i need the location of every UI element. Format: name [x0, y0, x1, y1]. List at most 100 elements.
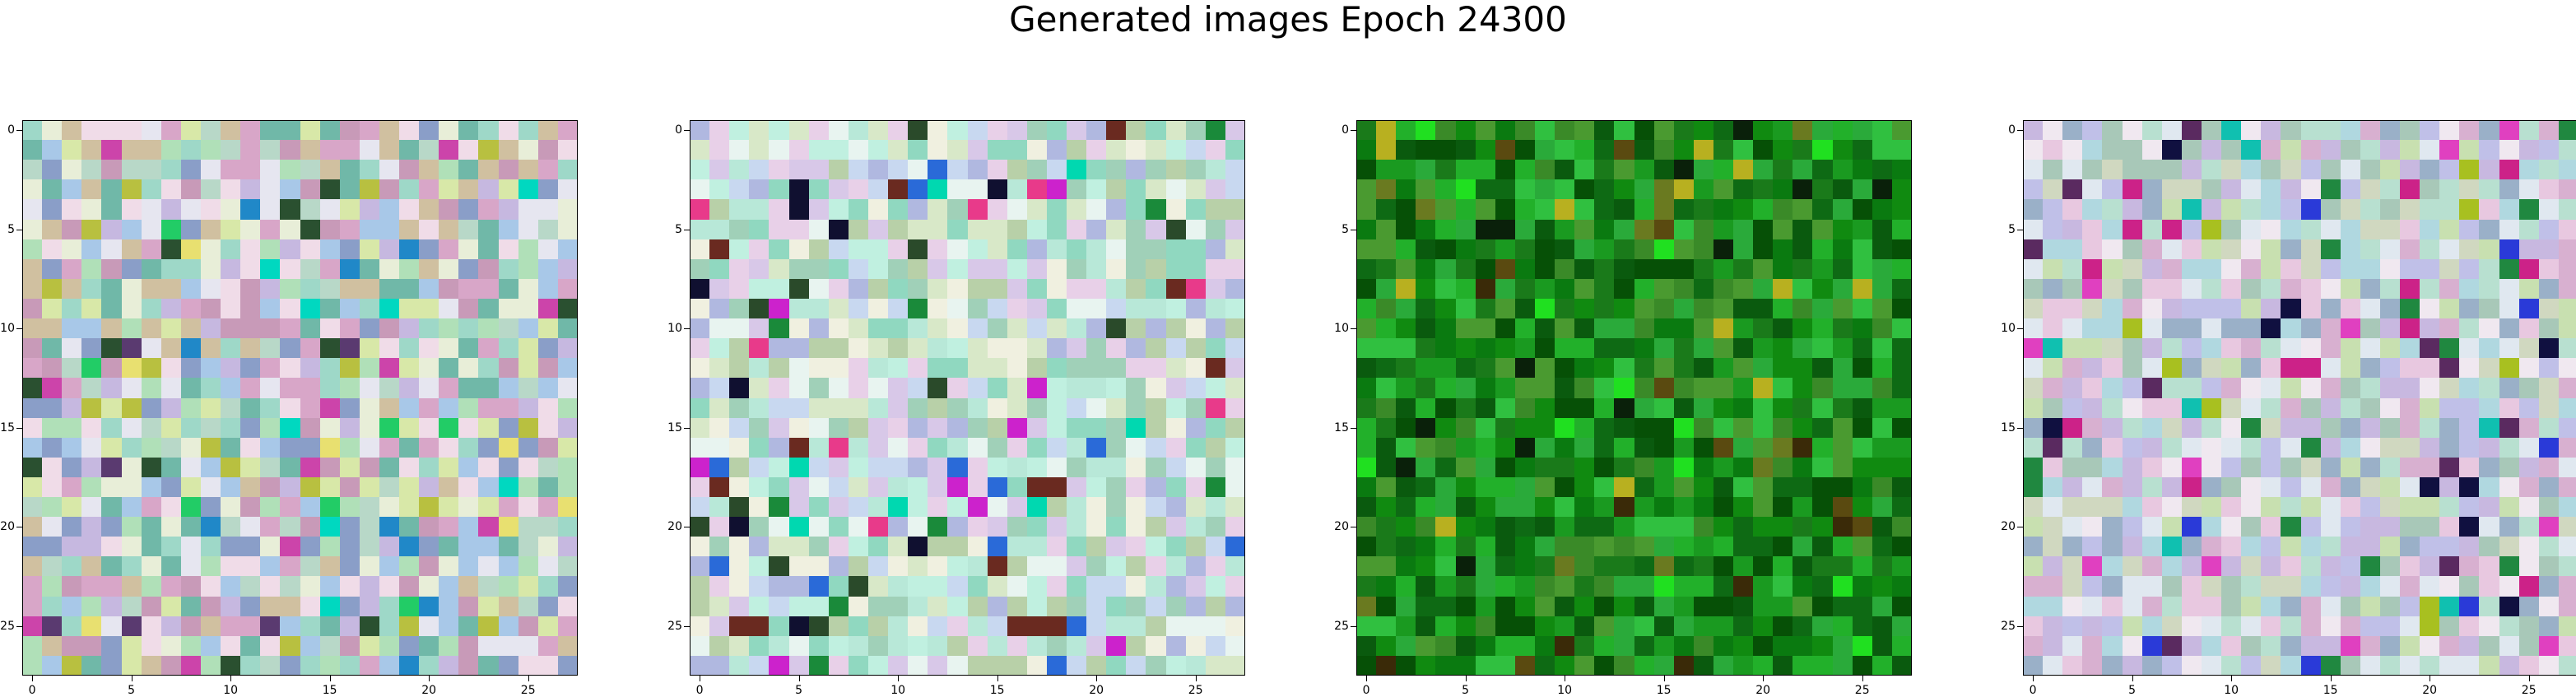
pixel-cell	[1812, 556, 1833, 577]
pixel-cell	[62, 160, 82, 180]
pixel-cell	[2518, 378, 2539, 398]
pixel-cell	[729, 318, 750, 339]
pixel-cell	[928, 655, 948, 676]
pixel-cell	[867, 120, 889, 141]
pixel-cell	[121, 616, 142, 636]
pixel-cell	[1653, 576, 1674, 597]
pixel-cell	[2558, 298, 2576, 319]
pixel-cell	[867, 517, 889, 537]
pixel-cell	[690, 556, 710, 577]
pixel-cell	[2122, 576, 2142, 597]
pixel-cell	[2221, 338, 2242, 359]
pixel-cell	[2558, 140, 2576, 160]
pixel-cell	[848, 239, 868, 259]
pixel-cell	[1534, 278, 1555, 299]
pixel-cell	[1475, 179, 1495, 200]
pixel-cell	[319, 635, 340, 656]
pixel-cell	[458, 160, 479, 180]
pixel-cell	[557, 616, 578, 636]
pixel-cell	[2400, 160, 2420, 180]
pixel-cell	[1086, 537, 1107, 557]
pixel-cell	[2161, 457, 2182, 477]
pixel-cell	[1891, 298, 1912, 319]
pixel-cell	[1634, 199, 1654, 220]
pixel-cell	[2379, 517, 2401, 537]
pixel-cell	[1067, 397, 1087, 418]
pixel-cell	[788, 596, 809, 616]
pixel-cell	[1376, 616, 1397, 636]
pixel-cell	[221, 120, 241, 141]
pixel-cell	[180, 457, 201, 477]
pixel-cell	[2221, 417, 2242, 438]
pixel-cell	[1067, 556, 1087, 577]
pixel-cell	[1007, 596, 1027, 616]
pixel-cell	[200, 278, 221, 299]
pixel-cell	[2141, 278, 2162, 299]
pixel-cell	[1185, 517, 1206, 537]
pixel-cell	[828, 140, 849, 160]
pixel-cell	[280, 298, 300, 319]
pixel-cell	[537, 556, 558, 577]
pixel-cell	[518, 278, 538, 299]
pixel-cell	[828, 239, 849, 259]
pixel-cell	[1812, 497, 1833, 518]
pixel-cell	[908, 596, 928, 616]
pixel-cell	[1086, 497, 1107, 518]
x-tick-label: 10	[890, 684, 906, 697]
pixel-cell	[1891, 278, 1912, 299]
pixel-cell	[1634, 397, 1654, 418]
pixel-cell	[2023, 258, 2044, 279]
pixel-cell	[22, 537, 43, 557]
pixel-cell	[2538, 497, 2559, 518]
pixel-cell	[1435, 596, 1456, 616]
pixel-cell	[2062, 120, 2083, 141]
pixel-cell	[1555, 120, 1575, 141]
pixel-cell	[808, 497, 829, 518]
pixel-cell	[2518, 457, 2539, 477]
pixel-cell	[1555, 596, 1575, 616]
pixel-cell	[1673, 457, 1694, 477]
pixel-cell	[2479, 497, 2499, 518]
pixel-cell	[1356, 258, 1377, 279]
pixel-cell	[2499, 179, 2519, 200]
pixel-cell	[2043, 635, 2063, 656]
pixel-cell	[2122, 140, 2142, 160]
pixel-cell	[2420, 616, 2440, 636]
pixel-cell	[2420, 556, 2440, 577]
pixel-cell	[1356, 596, 1377, 616]
pixel-cell	[1106, 556, 1127, 577]
pixel-cell	[828, 160, 849, 180]
pixel-cell	[1026, 179, 1047, 200]
pixel-cell	[1733, 655, 1754, 676]
pixel-cell	[101, 219, 122, 239]
pixel-cell	[1435, 437, 1456, 458]
pixel-cell	[200, 457, 221, 477]
pixel-cell	[379, 278, 400, 299]
pixel-cell	[22, 338, 43, 359]
pixel-cell	[478, 258, 499, 279]
pixel-cell	[1356, 378, 1377, 398]
pixel-cell	[1046, 635, 1067, 656]
pixel-cell	[808, 537, 829, 557]
pixel-cell	[1812, 596, 1833, 616]
pixel-cell	[2459, 219, 2480, 239]
pixel-cell	[1872, 120, 1892, 141]
pixel-cell	[987, 517, 1007, 537]
pixel-cell	[1852, 378, 1872, 398]
pixel-cell	[2062, 517, 2083, 537]
pixel-cell	[1733, 497, 1754, 518]
pixel-cell	[300, 437, 320, 458]
pixel-cell	[2241, 476, 2262, 498]
pixel-cell	[2518, 537, 2539, 557]
pixel-cell	[828, 576, 849, 597]
pixel-cell	[1146, 596, 1166, 616]
pixel-cell	[1396, 179, 1416, 200]
y-tick-mark	[684, 427, 690, 429]
pixel-cell	[458, 219, 479, 239]
pixel-cell	[160, 517, 181, 537]
pixel-cell	[947, 596, 968, 616]
pixel-cell	[2518, 596, 2539, 616]
pixel-cell	[1773, 556, 1793, 577]
pixel-cell	[141, 258, 161, 279]
pixel-cell	[808, 219, 829, 239]
